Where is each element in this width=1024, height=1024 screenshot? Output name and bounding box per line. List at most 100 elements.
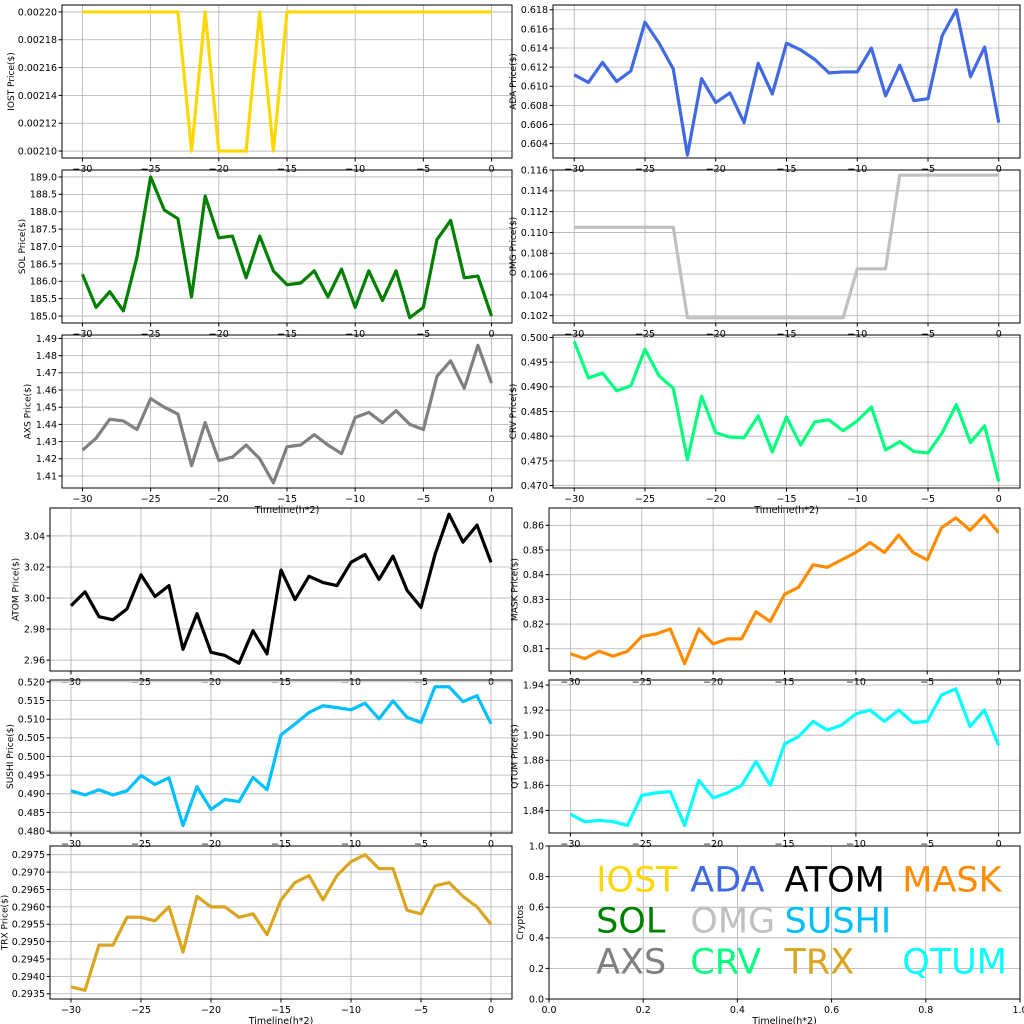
omg-ytick-label: 0.104 (521, 290, 548, 301)
legend-xlabel: Timeline(h*2) (751, 1016, 817, 1024)
trx-xtick-label: −30 (61, 1005, 81, 1016)
legend-ytick-label: 1.0 (529, 841, 544, 852)
trx-series-line (70, 853, 493, 992)
axs-ytick-label: 1.42 (36, 454, 57, 465)
crv-xtick-label: −10 (847, 494, 867, 505)
trx-xtick-label: −10 (341, 1005, 361, 1016)
legend-trx: TRX (784, 942, 855, 982)
sushi-xtick-label: −15 (271, 839, 291, 850)
iost-ytick-label: 0.00216 (18, 63, 57, 74)
trx-ytick-label: 0.2960 (12, 902, 45, 913)
sushi-ytick-label: 0.490 (18, 789, 45, 800)
axs-xtick-label: −30 (72, 494, 92, 505)
legend-axs: AXS (596, 942, 666, 982)
legend-sushi: SUSHI (785, 902, 892, 942)
omg-ytick-label: 0.108 (521, 249, 548, 260)
crv-xtick-label: −20 (706, 494, 726, 505)
crv-xtick-label: −25 (635, 494, 655, 505)
ada-ytick-label: 0.612 (521, 63, 548, 74)
sushi-xtick-label: 0 (488, 839, 494, 850)
ada-series-line (573, 8, 1001, 157)
ada-ytick-label: 0.614 (521, 43, 548, 54)
trx-ytick-label: 0.2975 (12, 850, 45, 861)
crv-ytick-label: 0.470 (521, 481, 548, 492)
axs-ytick-label: 1.45 (36, 403, 57, 414)
legend-ytick-label: 0.6 (529, 903, 544, 914)
sol-ytick-label: 188.5 (30, 190, 57, 201)
legend-crv: CRV (690, 942, 761, 982)
qtum-xtick-label: −15 (774, 839, 794, 850)
mask-panel: −30−25−20−15−10−500.810.820.830.840.850.… (511, 507, 1021, 688)
trx-panel: −30 −25 −20 −15 −10 −5 0 0.2935 0.2940 0.2945 0.29… (0, 845, 513, 1024)
omg-series-line (574, 173, 999, 320)
legend-ytick-label: 0.0 (529, 994, 544, 1005)
mask-ytick-label: 0.83 (523, 595, 544, 606)
axs-xtick-label: −20 (209, 494, 229, 505)
axs-xtick-label: −25 (141, 494, 161, 505)
qtum-xtick-label: −20 (703, 839, 723, 850)
legend-axes-frame (548, 845, 1021, 1000)
ada-ylabel: ADA Price($) (509, 53, 519, 110)
qtum-xtick-label: −10 (846, 839, 866, 850)
legend-xtick-label: 0.2 (636, 1005, 651, 1016)
sol-ytick-label: 186.0 (30, 277, 57, 288)
crv-ytick-label: 0.480 (521, 432, 548, 443)
qtum-xtick-label: −25 (632, 839, 652, 850)
legend-xtick-label: 0.4 (730, 1005, 745, 1016)
crv-xtick-label: −30 (564, 494, 584, 505)
trx-xtick-label: −20 (201, 1005, 221, 1016)
sushi-ytick-label: 0.505 (18, 733, 45, 744)
axs-ytick-label: 1.44 (36, 420, 57, 431)
trx-ytick-label: 0.2935 (12, 989, 45, 1000)
legend-omg: OMG (690, 902, 775, 942)
qtum-xtick-label: −30 (560, 839, 580, 850)
trx-ytick-label: 0.2940 (12, 972, 45, 983)
atom-ytick-label: 3.04 (24, 531, 45, 542)
qtum-ytick-label: 1.94 (523, 680, 544, 691)
qtum-ytick-label: 1.84 (523, 806, 544, 817)
qtum-ytick-label: 1.92 (523, 705, 544, 716)
atom-ytick-label: 2.96 (24, 656, 45, 667)
legend-panel: IOST ADA ATOM MASK SOL OMG SUSHI AXS CRV TRX QTUM 0… (516, 841, 1024, 1024)
mask-ylabel: MASK Price($) (511, 558, 521, 621)
mask-series-line (569, 513, 1000, 666)
axs-ytick-label: 1.47 (36, 368, 57, 379)
sushi-ytick-label: 0.485 (18, 808, 45, 819)
trx-ytick-label: 0.2945 (12, 954, 45, 965)
axs-ytick-label: 1.49 (36, 334, 57, 345)
crv-panel: −30 −25 −20 −15 −10 −5 0 0.470 0.475 0.480 0.485 0.… (509, 333, 1021, 516)
axs-ytick-label: 1.41 (36, 471, 57, 482)
mask-ytick-label: 0.81 (523, 644, 544, 655)
sushi-ylabel: SUSHI Price($) (6, 724, 16, 789)
iost-ytick-label: 0.00214 (18, 91, 57, 102)
axs-xlabel: Timeline(h*2) (254, 505, 320, 516)
crv-ytick-label: 0.500 (521, 333, 548, 344)
legend-ytick-label: 0.4 (529, 933, 544, 944)
sushi-ytick-label: 0.510 (18, 715, 45, 726)
omg-ytick-label: 0.114 (521, 186, 548, 197)
qtum-xtick-label: −5 (920, 839, 934, 850)
qtum-series-line (569, 687, 1001, 828)
axs-panel: −30 −25 −20 −15 −10 −5 0 1.41 1.42 1.43 1.44 1.45 1.… (24, 334, 513, 516)
qtum-ylabel: QTUM Price($) (511, 724, 521, 789)
trx-xtick-label: −25 (131, 1005, 151, 1016)
legend-iost: IOST (596, 861, 678, 901)
sushi-ytick-label: 0.500 (18, 752, 45, 763)
legend-ylabel: Cryptos (516, 905, 526, 940)
legend-ada: ADA (690, 861, 764, 901)
crv-ylabel: CRV Price($) (509, 384, 519, 440)
mask-ytick-label: 0.82 (523, 619, 544, 630)
mask-ytick-label: 0.85 (523, 545, 544, 556)
iost-ytick-label: 0.00212 (18, 119, 57, 130)
legend-ytick-label: 0.8 (529, 872, 544, 883)
sushi-ytick-label: 0.480 (18, 827, 45, 838)
trx-xlabel: Timeline(h*2) (248, 1016, 314, 1024)
sushi-xtick-label: −10 (341, 839, 361, 850)
mask-ytick-label: 0.84 (523, 570, 544, 581)
crv-xtick-label: −5 (921, 494, 935, 505)
sushi-xtick-label: −20 (201, 839, 221, 850)
atom-ytick-label: 2.98 (24, 624, 45, 635)
trx-ylabel: TRX Price($) (0, 895, 10, 951)
omg-ylabel: OMG Price($) (509, 217, 519, 276)
omg-ytick-label: 0.110 (521, 228, 548, 239)
